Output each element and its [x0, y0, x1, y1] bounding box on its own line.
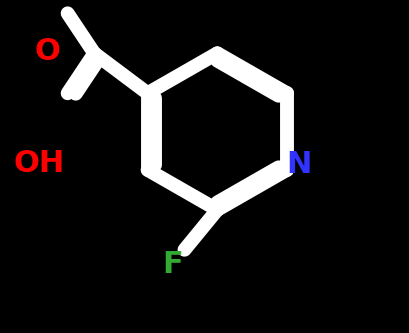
Text: N: N	[286, 150, 311, 179]
Text: F: F	[162, 250, 182, 279]
Text: OH: OH	[13, 149, 65, 178]
Text: O: O	[34, 37, 60, 66]
